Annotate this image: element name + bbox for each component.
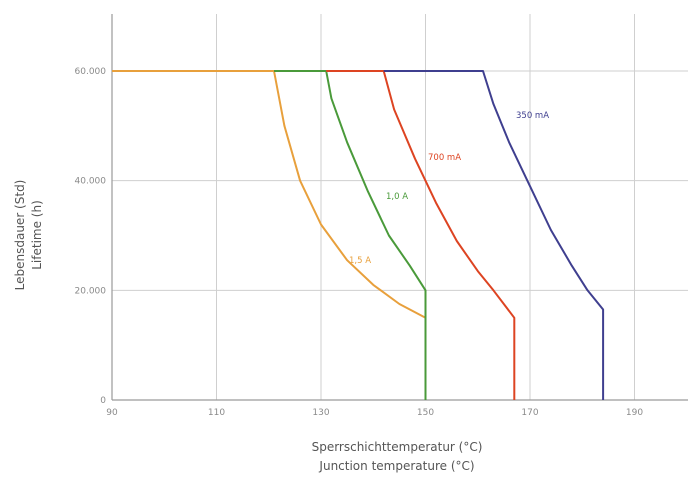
x-axis-title-de: Sperrschichttemperatur (°C) <box>312 440 483 454</box>
series-label: 1,0 A <box>386 192 408 202</box>
axis-titles: Sperrschichttemperatur (°C) Junction tem… <box>13 180 482 473</box>
x-tick-label: 170 <box>521 408 538 418</box>
y-axis-title-en: Lifetime (h) <box>30 200 44 270</box>
x-tick-label: 150 <box>417 408 434 418</box>
series-label: 700 mA <box>428 153 461 163</box>
axes <box>111 14 688 401</box>
y-tick-label: 0 <box>100 396 106 406</box>
x-axis-title-en: Junction temperature (°C) <box>318 459 474 473</box>
tick-labels: 90 110 130 150 170 190 0 20.000 40.000 60.000 <box>75 67 644 418</box>
series-labels: 1,5 A 1,0 A 700 mA 350 mA <box>349 111 549 266</box>
series-label: 1,5 A <box>349 256 371 266</box>
y-axis-title-de: Lebensdauer (Std) <box>13 180 27 291</box>
x-tick-label: 190 <box>626 408 643 418</box>
series-line <box>112 70 427 400</box>
x-tick-label: 130 <box>312 408 329 418</box>
series-line <box>274 70 427 400</box>
y-tick-label: 20.000 <box>75 286 107 296</box>
series-line <box>326 70 516 400</box>
series-label: 350 mA <box>516 111 549 121</box>
series-line <box>383 70 605 400</box>
y-tick-label: 60.000 <box>75 67 107 77</box>
series <box>112 70 605 400</box>
y-tick-label: 40.000 <box>75 177 107 187</box>
x-tick-label: 110 <box>208 408 225 418</box>
x-tick-label: 90 <box>106 408 118 418</box>
